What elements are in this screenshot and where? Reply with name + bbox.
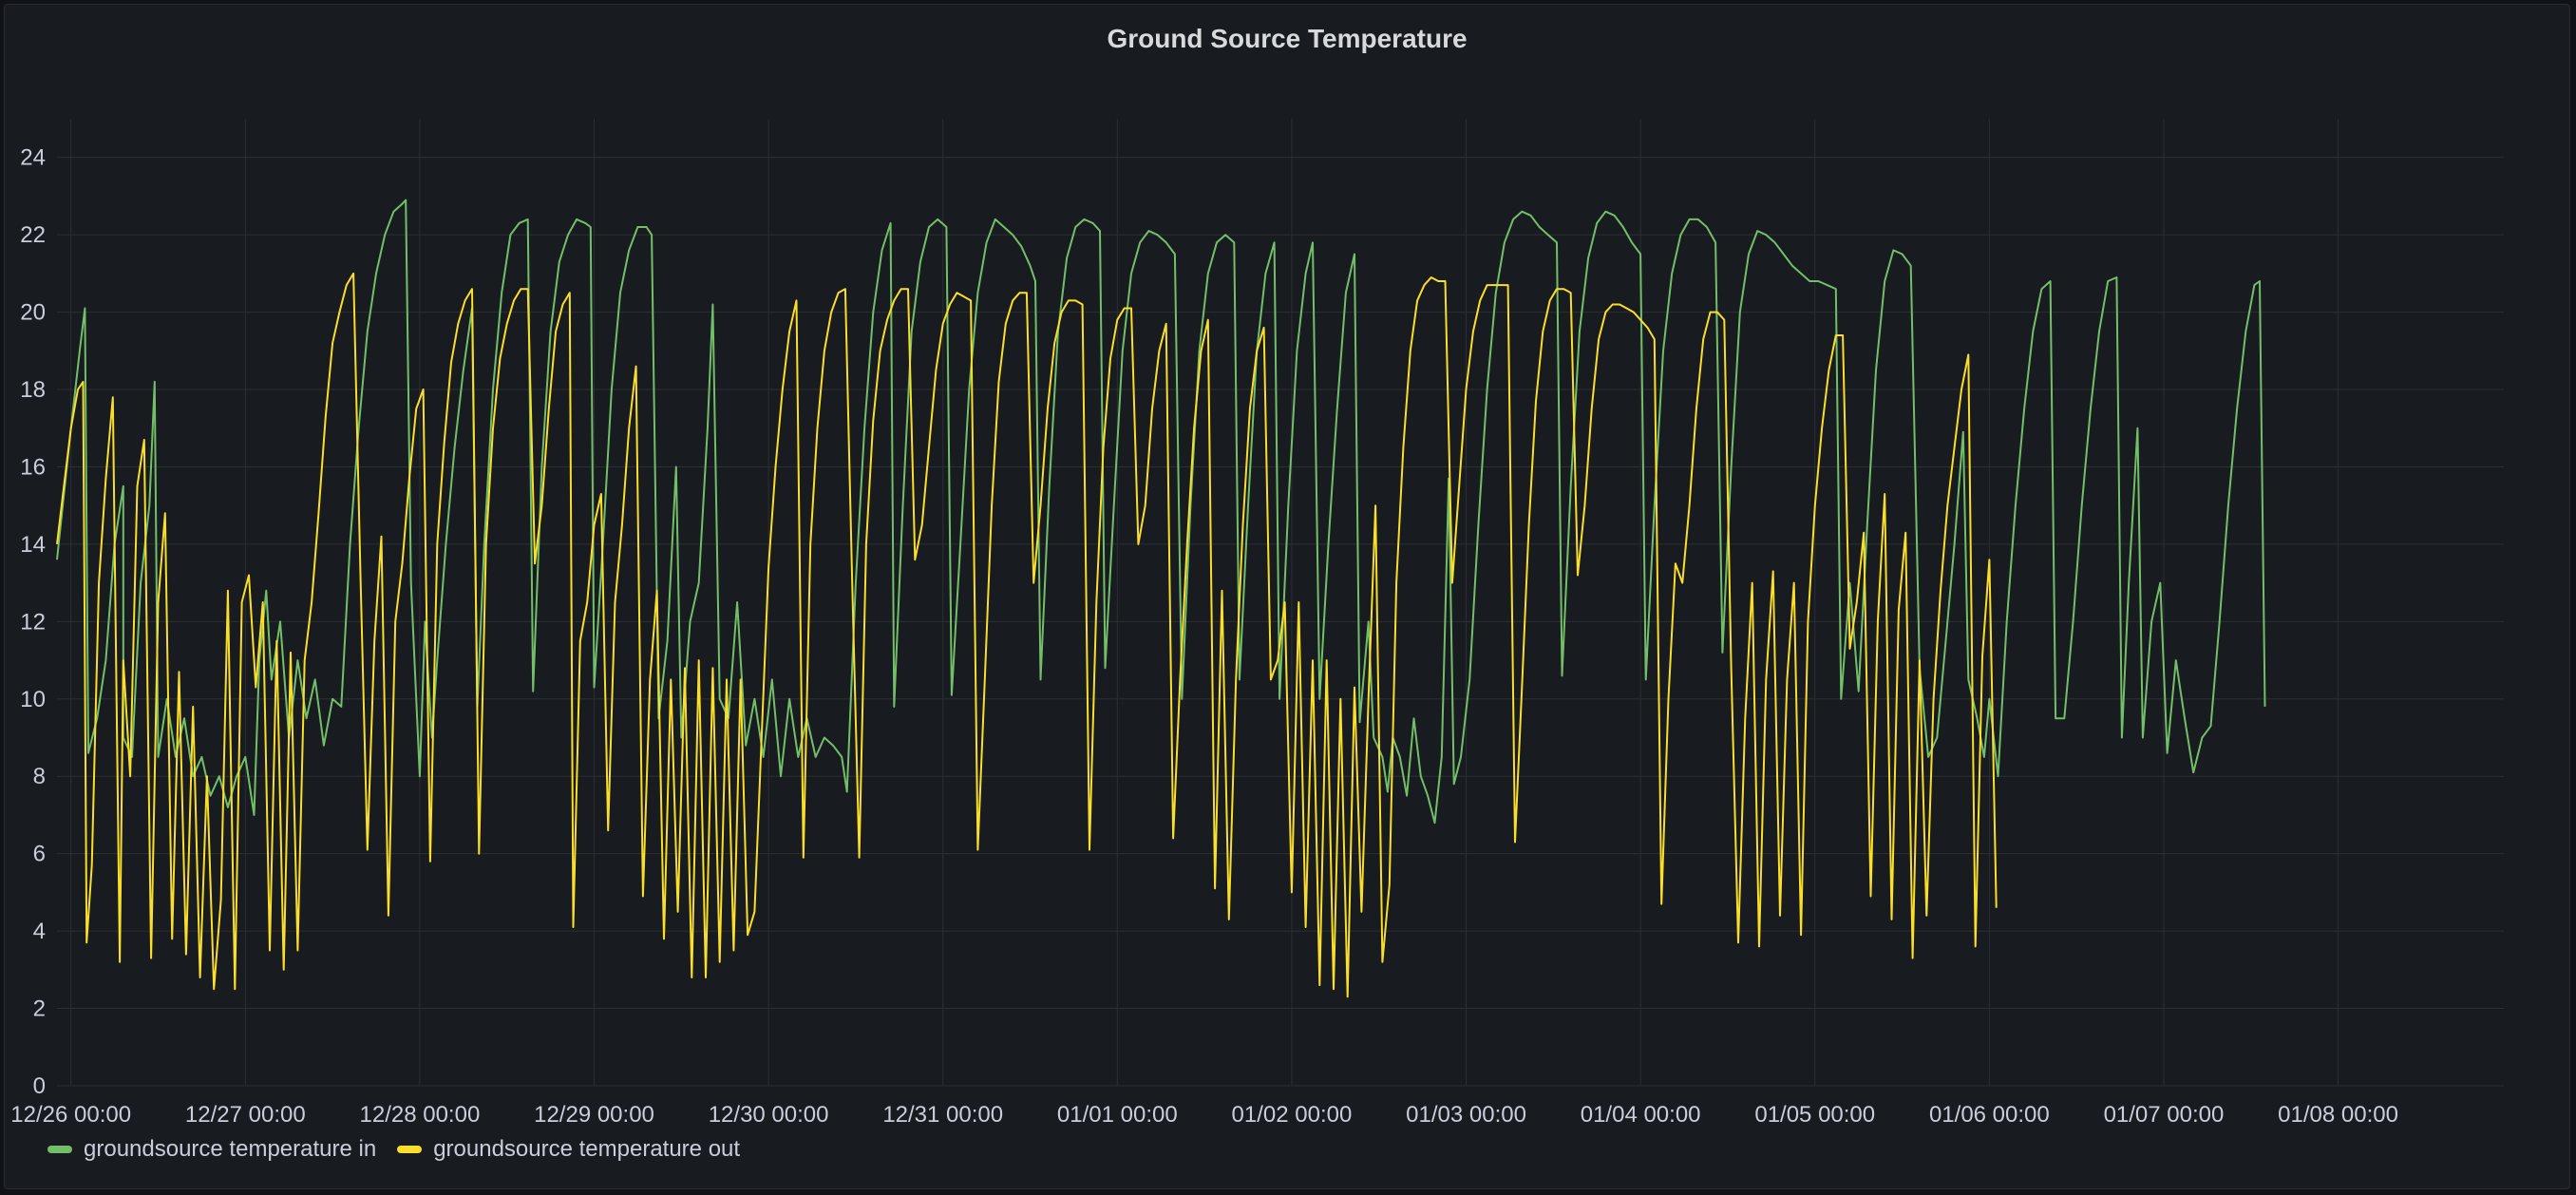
y-tick-label: 12 <box>20 609 46 635</box>
x-tick-label: 01/05 00:00 <box>1754 1102 1875 1128</box>
x-tick-label: 01/06 00:00 <box>1929 1102 2050 1128</box>
y-tick-label: 22 <box>20 222 46 248</box>
y-tick-label: 20 <box>20 300 46 326</box>
series-line-in[interactable] <box>56 199 2266 825</box>
y-tick-label: 14 <box>20 532 46 558</box>
y-tick-label: 16 <box>20 454 46 480</box>
y-tick-label: 6 <box>33 842 46 867</box>
x-tick-label: 12/31 00:00 <box>882 1102 1003 1128</box>
y-tick-label: 10 <box>20 687 46 712</box>
series-lines <box>56 199 2266 998</box>
grid-lines <box>57 119 2504 1087</box>
x-tick-label: 12/30 00:00 <box>709 1102 829 1128</box>
legend-label-out: groundsource temperature out <box>433 1136 741 1162</box>
x-tick-label: 01/01 00:00 <box>1057 1102 1178 1128</box>
legend-swatch-out <box>397 1146 423 1153</box>
legend-label-in: groundsource temperature in <box>84 1136 377 1162</box>
y-tick-label: 4 <box>33 919 46 944</box>
x-tick-label: 12/28 00:00 <box>360 1102 481 1128</box>
x-tick-label: 01/07 00:00 <box>2104 1102 2225 1128</box>
y-tick-label: 24 <box>20 145 46 171</box>
y-tick-label: 8 <box>33 764 46 789</box>
x-tick-label: 01/08 00:00 <box>2278 1102 2398 1128</box>
y-tick-label: 18 <box>20 377 46 403</box>
x-axis-ticks: 12/26 00:00 12/27 00:00 12/28 00:00 12/29 0… <box>10 1102 2398 1128</box>
x-tick-label: 01/04 00:00 <box>1581 1102 1701 1128</box>
x-tick-label: 12/29 00:00 <box>534 1102 654 1128</box>
chart-panel: Ground Source Temperature <box>4 4 2570 1189</box>
legend: groundsource temperature in groundsource… <box>47 1136 740 1163</box>
series-line-out[interactable] <box>56 272 1998 998</box>
legend-swatch-in <box>47 1146 72 1153</box>
panel-title: Ground Source Temperature <box>1107 24 1468 53</box>
x-tick-label: 12/27 00:00 <box>185 1102 306 1128</box>
x-tick-label: 01/02 00:00 <box>1232 1102 1353 1128</box>
y-tick-label: 2 <box>33 996 46 1022</box>
x-tick-label: 01/03 00:00 <box>1406 1102 1526 1128</box>
y-tick-label: 0 <box>33 1073 46 1099</box>
legend-item-out[interactable]: groundsource temperature out <box>397 1136 740 1163</box>
legend-item-in[interactable]: groundsource temperature in <box>47 1136 376 1163</box>
x-tick-label: 12/26 00:00 <box>10 1102 131 1128</box>
